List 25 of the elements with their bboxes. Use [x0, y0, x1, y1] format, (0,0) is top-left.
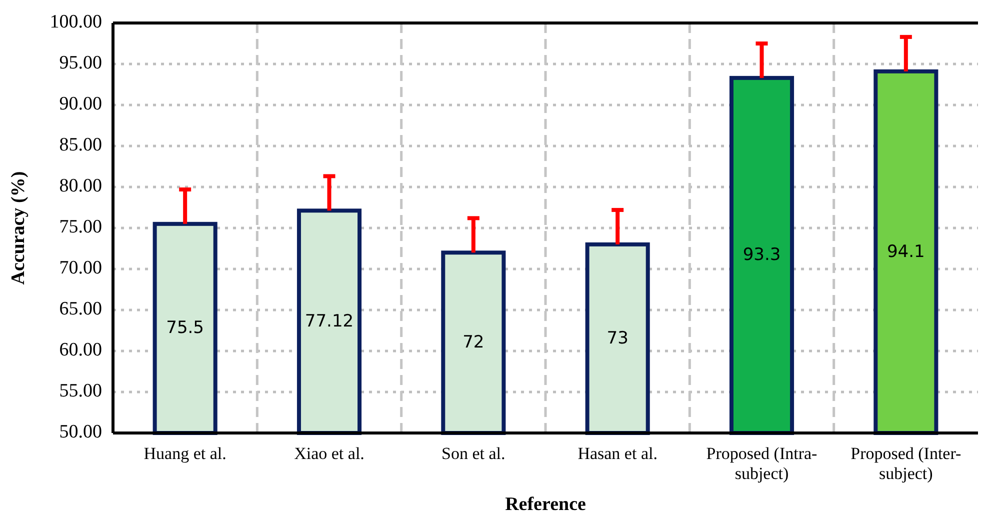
y-axis-title: Accuracy (%)	[8, 171, 29, 285]
x-tick-label: Xiao et al.	[294, 444, 364, 463]
y-tick-label: 85.00	[59, 134, 102, 156]
data-label: 77.12	[304, 311, 354, 332]
y-tick-label: 100.00	[50, 11, 102, 32]
y-tick-label: 95.00	[59, 52, 102, 74]
y-tick-label: 50.00	[59, 421, 102, 442]
data-label: 75.5	[166, 318, 204, 338]
y-tick-label: 55.00	[59, 380, 102, 402]
x-tick-label: Hasan et al.	[578, 444, 658, 463]
y-tick-label: 90.00	[59, 93, 102, 114]
x-tick-label: Huang et al.	[144, 444, 226, 463]
y-tick-label: 65.00	[59, 298, 102, 320]
y-tick-label: 60.00	[59, 339, 102, 360]
y-tick-label: 75.00	[59, 216, 102, 238]
y-tick-label: 80.00	[59, 175, 102, 196]
x-axis-title: Reference	[505, 494, 586, 515]
x-tick-label: Son et al.	[442, 444, 506, 463]
x-tick-label: Proposed (Inter-subject)	[850, 444, 962, 483]
data-label: 72	[462, 332, 484, 352]
y-tick-label: 70.00	[59, 257, 102, 278]
data-label: 73	[606, 328, 628, 348]
data-label: 94.1	[886, 242, 925, 262]
x-tick-label: Proposed (Intra-subject)	[706, 444, 818, 483]
data-label: 93.3	[742, 245, 781, 266]
